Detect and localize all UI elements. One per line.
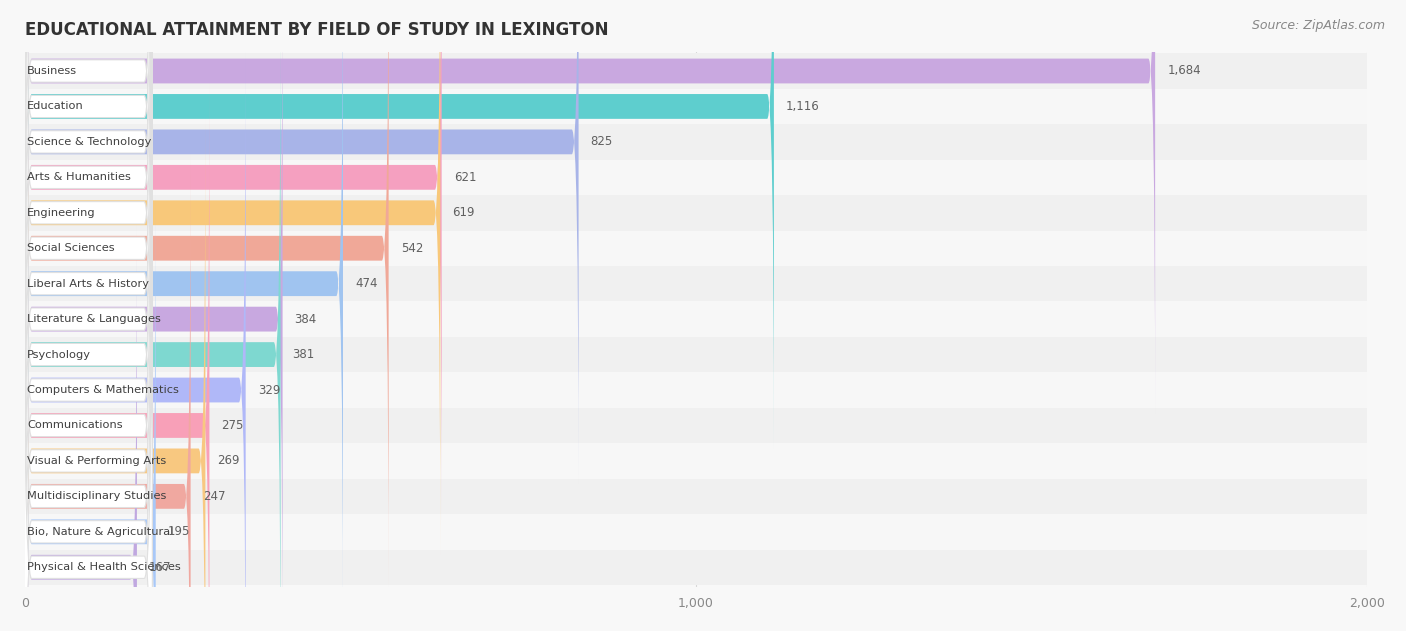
Text: Bio, Nature & Agricultural: Bio, Nature & Agricultural bbox=[27, 527, 173, 537]
FancyBboxPatch shape bbox=[25, 408, 1367, 443]
Text: Liberal Arts & History: Liberal Arts & History bbox=[27, 279, 149, 288]
FancyBboxPatch shape bbox=[25, 83, 209, 631]
Text: 269: 269 bbox=[218, 454, 240, 468]
Text: Physical & Health Sciences: Physical & Health Sciences bbox=[27, 562, 181, 572]
Text: 542: 542 bbox=[401, 242, 423, 255]
Text: Source: ZipAtlas.com: Source: ZipAtlas.com bbox=[1251, 19, 1385, 32]
Text: 275: 275 bbox=[222, 419, 243, 432]
Text: Computers & Mathematics: Computers & Mathematics bbox=[27, 385, 179, 395]
FancyBboxPatch shape bbox=[25, 13, 281, 631]
FancyBboxPatch shape bbox=[25, 160, 1367, 195]
FancyBboxPatch shape bbox=[25, 0, 579, 484]
FancyBboxPatch shape bbox=[25, 0, 441, 519]
FancyBboxPatch shape bbox=[25, 337, 1367, 372]
FancyBboxPatch shape bbox=[25, 0, 440, 555]
Text: 474: 474 bbox=[356, 277, 378, 290]
FancyBboxPatch shape bbox=[25, 155, 191, 631]
FancyBboxPatch shape bbox=[25, 195, 1367, 230]
Text: 1,684: 1,684 bbox=[1167, 64, 1201, 78]
Text: Arts & Humanities: Arts & Humanities bbox=[27, 172, 131, 182]
Text: Science & Technology: Science & Technology bbox=[27, 137, 152, 147]
Text: Engineering: Engineering bbox=[27, 208, 96, 218]
FancyBboxPatch shape bbox=[24, 0, 152, 556]
Text: Visual & Performing Arts: Visual & Performing Arts bbox=[27, 456, 166, 466]
FancyBboxPatch shape bbox=[25, 225, 136, 631]
Text: 621: 621 bbox=[454, 171, 477, 184]
FancyBboxPatch shape bbox=[24, 0, 152, 485]
FancyBboxPatch shape bbox=[24, 0, 152, 631]
Text: 381: 381 bbox=[292, 348, 315, 361]
FancyBboxPatch shape bbox=[25, 0, 343, 626]
Text: Education: Education bbox=[27, 102, 84, 112]
FancyBboxPatch shape bbox=[25, 89, 1367, 124]
FancyBboxPatch shape bbox=[25, 0, 1156, 413]
FancyBboxPatch shape bbox=[25, 514, 1367, 550]
FancyBboxPatch shape bbox=[25, 302, 1367, 337]
Text: 1,116: 1,116 bbox=[786, 100, 820, 113]
FancyBboxPatch shape bbox=[25, 53, 1367, 89]
FancyBboxPatch shape bbox=[25, 119, 205, 631]
FancyBboxPatch shape bbox=[24, 117, 152, 631]
FancyBboxPatch shape bbox=[24, 0, 152, 631]
FancyBboxPatch shape bbox=[25, 190, 156, 631]
FancyBboxPatch shape bbox=[25, 550, 1367, 585]
Text: Literature & Languages: Literature & Languages bbox=[27, 314, 162, 324]
FancyBboxPatch shape bbox=[25, 443, 1367, 479]
FancyBboxPatch shape bbox=[24, 0, 152, 627]
Text: 825: 825 bbox=[591, 136, 613, 148]
FancyBboxPatch shape bbox=[24, 0, 152, 521]
Text: 195: 195 bbox=[167, 525, 190, 538]
FancyBboxPatch shape bbox=[25, 0, 283, 631]
Text: Psychology: Psychology bbox=[27, 350, 91, 360]
FancyBboxPatch shape bbox=[25, 372, 1367, 408]
FancyBboxPatch shape bbox=[24, 0, 152, 631]
FancyBboxPatch shape bbox=[24, 0, 152, 591]
Text: EDUCATIONAL ATTAINMENT BY FIELD OF STUDY IN LEXINGTON: EDUCATIONAL ATTAINMENT BY FIELD OF STUDY… bbox=[25, 21, 609, 39]
Text: 247: 247 bbox=[202, 490, 225, 503]
FancyBboxPatch shape bbox=[24, 11, 152, 631]
Text: 619: 619 bbox=[453, 206, 475, 220]
FancyBboxPatch shape bbox=[24, 47, 152, 631]
Text: 329: 329 bbox=[257, 384, 280, 396]
FancyBboxPatch shape bbox=[25, 479, 1367, 514]
Text: Social Sciences: Social Sciences bbox=[27, 243, 115, 253]
FancyBboxPatch shape bbox=[25, 48, 246, 631]
Text: Communications: Communications bbox=[27, 420, 122, 430]
FancyBboxPatch shape bbox=[25, 0, 773, 449]
FancyBboxPatch shape bbox=[25, 124, 1367, 160]
FancyBboxPatch shape bbox=[25, 0, 388, 590]
FancyBboxPatch shape bbox=[24, 0, 152, 631]
FancyBboxPatch shape bbox=[24, 0, 152, 631]
FancyBboxPatch shape bbox=[25, 266, 1367, 302]
FancyBboxPatch shape bbox=[24, 153, 152, 631]
Text: Multidisciplinary Studies: Multidisciplinary Studies bbox=[27, 492, 166, 502]
Text: 167: 167 bbox=[149, 561, 172, 574]
Text: Business: Business bbox=[27, 66, 77, 76]
FancyBboxPatch shape bbox=[25, 230, 1367, 266]
FancyBboxPatch shape bbox=[24, 82, 152, 631]
Text: 384: 384 bbox=[295, 312, 316, 326]
